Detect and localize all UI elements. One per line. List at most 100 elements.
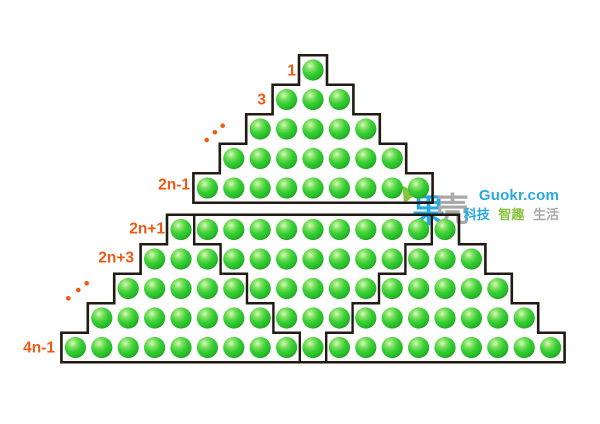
row-label-top-row-n: 2n-1: [158, 177, 190, 194]
ball-top-pyramid: [381, 147, 403, 170]
ball-top-pyramid: [328, 88, 350, 111]
ball-lower-trapezoid: [408, 307, 430, 329]
ball-lower-trapezoid: [328, 307, 350, 329]
ball-lower-trapezoid: [276, 336, 298, 359]
ball-lower-trapezoid: [355, 218, 377, 241]
ball-lower-trapezoid: [381, 218, 403, 241]
ball-lower-trapezoid: [196, 277, 218, 300]
division-line-right: [325, 214, 433, 363]
ball-top-pyramid: [249, 177, 271, 199]
ball-top-pyramid: [355, 147, 377, 170]
row-label-lower-row-1: 2n+1: [129, 221, 165, 238]
ball-lower-trapezoid: [408, 277, 430, 300]
ball-lower-trapezoid: [170, 307, 192, 329]
ellipsis-dot: [220, 123, 225, 128]
ball-top-pyramid: [223, 177, 245, 199]
ball-lower-trapezoid: [328, 218, 350, 241]
row-label-lower-row-2: 2n+3: [98, 250, 134, 267]
ball-lower-trapezoid: [196, 307, 218, 329]
ball-lower-trapezoid: [223, 248, 245, 270]
ball-lower-trapezoid: [117, 307, 139, 329]
ball-lower-trapezoid: [513, 307, 535, 329]
ball-top-pyramid: [328, 118, 350, 140]
ball-top-pyramid: [249, 118, 271, 140]
ball-lower-trapezoid: [460, 277, 482, 300]
ball-lower-trapezoid: [408, 218, 430, 241]
ball-lower-trapezoid: [355, 277, 377, 300]
row-label-lower-row-n: 4n-1: [23, 340, 55, 357]
ball-lower-trapezoid: [302, 218, 324, 241]
ball-lower-trapezoid: [196, 248, 218, 270]
ball-top-pyramid: [302, 177, 324, 199]
ball-lower-trapezoid: [381, 248, 403, 270]
row-labels-layer: 1 3 2n-1 2n+1 2n+3 4n-1: [23, 63, 296, 357]
ball-lower-trapezoid: [513, 336, 535, 359]
ball-lower-trapezoid: [302, 277, 324, 300]
ball-top-pyramid: [276, 118, 298, 140]
ball-lower-trapezoid: [249, 248, 271, 270]
ball-lower-trapezoid: [249, 336, 271, 359]
ball-top-pyramid: [381, 177, 403, 199]
ball-lower-trapezoid: [249, 307, 271, 329]
ball-lower-trapezoid: [223, 218, 245, 241]
ball-lower-trapezoid: [276, 277, 298, 300]
ellipsis-dot: [66, 296, 71, 301]
ball-lower-trapezoid: [381, 277, 403, 300]
ball-lower-trapezoid: [381, 336, 403, 359]
ball-lower-trapezoid: [91, 336, 113, 359]
ball-lower-trapezoid: [249, 277, 271, 300]
ball-top-pyramid: [328, 147, 350, 170]
ball-lower-trapezoid: [540, 336, 562, 359]
tagline-fun: 智趣: [498, 206, 525, 222]
row-label-top-row-1: 1: [287, 63, 296, 80]
ball-lower-trapezoid: [460, 307, 482, 329]
ball-lower-trapezoid: [487, 277, 509, 300]
ball-lower-trapezoid: [144, 248, 166, 270]
ball-lower-trapezoid: [434, 248, 456, 270]
ball-top-pyramid: [408, 177, 430, 199]
ball-lower-trapezoid: [170, 218, 192, 241]
ball-lower-trapezoid: [381, 307, 403, 329]
ball-top-pyramid: [249, 147, 271, 170]
tagline-tech: 科技: [463, 206, 490, 222]
ball-top-pyramid: [328, 177, 350, 199]
ball-lower-trapezoid: [355, 307, 377, 329]
ball-top-pyramid: [276, 88, 298, 111]
ball-lower-trapezoid: [223, 277, 245, 300]
ellipsis-dot: [204, 137, 209, 143]
ball-top-pyramid: [302, 118, 324, 140]
ball-lower-trapezoid: [249, 218, 271, 241]
balls-layer: [64, 59, 562, 359]
ball-lower-trapezoid: [355, 336, 377, 359]
ball-lower-trapezoid: [196, 218, 218, 241]
ball-top-pyramid: [302, 59, 324, 81]
ball-lower-trapezoid: [460, 336, 482, 359]
ball-lower-trapezoid: [117, 277, 139, 300]
ball-lower-trapezoid: [434, 277, 456, 300]
ball-lower-trapezoid: [276, 248, 298, 270]
ball-top-pyramid: [223, 147, 245, 170]
ball-top-pyramid: [276, 147, 298, 170]
ball-lower-trapezoid: [434, 336, 456, 359]
ball-lower-trapezoid: [487, 307, 509, 329]
ball-lower-trapezoid: [144, 307, 166, 329]
ball-lower-trapezoid: [434, 218, 456, 241]
ball-lower-trapezoid: [223, 336, 245, 359]
ball-lower-trapezoid: [170, 277, 192, 300]
ball-lower-trapezoid: [434, 307, 456, 329]
ball-lower-trapezoid: [302, 336, 324, 359]
ball-lower-trapezoid: [408, 248, 430, 270]
guokr-watermark: Guokr.com 科技 智趣 生活: [459, 187, 559, 222]
ellipsis-dot: [84, 281, 89, 286]
guokr-site-text: Guokr.com: [478, 187, 559, 204]
ball-lower-trapezoid: [276, 307, 298, 329]
ball-top-pyramid: [355, 118, 377, 140]
ball-lower-trapezoid: [302, 248, 324, 270]
ball-lower-trapezoid: [408, 336, 430, 359]
ball-lower-trapezoid: [223, 307, 245, 329]
guokr-tagline: 科技 智趣 生活: [459, 206, 559, 222]
row-label-top-row-2: 3: [257, 92, 266, 109]
ball-lower-trapezoid: [144, 277, 166, 300]
ellipsis-dot: [76, 287, 81, 293]
